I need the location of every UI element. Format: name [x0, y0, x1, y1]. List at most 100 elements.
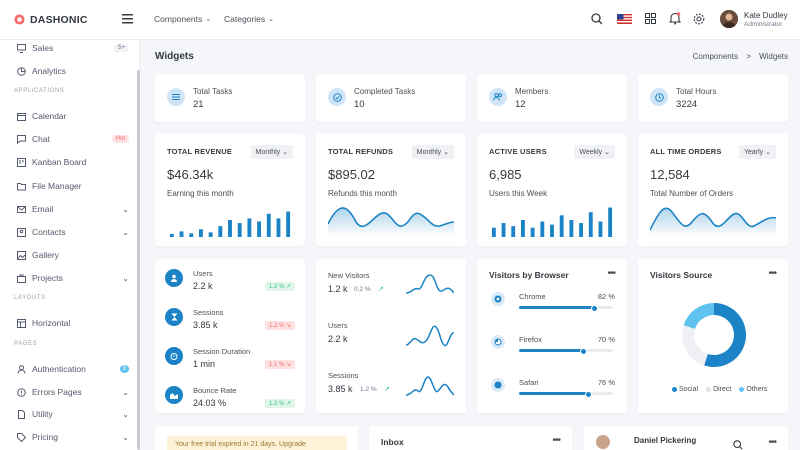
- browser-progress-fill: [519, 304, 599, 312]
- sidebar-scrollbar[interactable]: [137, 70, 140, 450]
- visitors-source-donut-chart: [682, 303, 746, 367]
- period-select[interactable]: Yearly ⌄: [738, 145, 776, 159]
- sidebar-item-projects[interactable]: Projects ⌄: [17, 273, 129, 283]
- card-subtitle: Total Number of Orders: [650, 189, 734, 198]
- bar: [189, 233, 194, 237]
- breadcrumb: Components > Widgets: [693, 52, 788, 61]
- sidebar-item-errors-pages[interactable]: Errors Pages ⌄: [17, 387, 129, 397]
- card-value: $895.02: [328, 167, 375, 182]
- sidebar-item-email[interactable]: Email ⌄: [17, 204, 129, 214]
- new-visitors-sparkline: [406, 274, 454, 294]
- sidebar-item-label: Utility: [32, 409, 53, 419]
- folder-icon: [17, 182, 26, 191]
- metric-value: 1 min: [193, 359, 216, 369]
- bar: [491, 227, 496, 237]
- sidebar-item-file-manager[interactable]: File Manager: [17, 181, 129, 191]
- breadcrumb-components[interactable]: Components: [692, 52, 738, 61]
- clock-icon: [650, 88, 668, 106]
- sidebar-item-kanban-board[interactable]: Kanban Board: [17, 157, 129, 167]
- chevron-down-icon: ⌄: [122, 273, 129, 283]
- sidebar-item-utility[interactable]: Utility ⌄: [17, 409, 129, 419]
- page-title: Widgets: [155, 51, 194, 62]
- visitors-sparklines-card: New Visitors 1.2 k 0.2 % ↗ Users 2.2 k S…: [316, 259, 466, 413]
- more-options-icon[interactable]: •••: [552, 435, 560, 446]
- apps-grid-icon[interactable]: [645, 13, 656, 24]
- stat-value: 10: [354, 99, 365, 110]
- brand-logo[interactable]: DASHONIC: [0, 14, 140, 26]
- monitor-icon: [17, 43, 26, 53]
- card-title: TOTAL REFUNDS: [328, 147, 394, 156]
- search-icon[interactable]: [733, 440, 743, 450]
- browser-progress-track: [519, 390, 613, 398]
- sidebar-item-contacts[interactable]: Contacts ⌄: [17, 227, 129, 237]
- more-options-icon[interactable]: •••: [768, 268, 776, 279]
- bar: [247, 218, 252, 237]
- notification-bell-icon[interactable]: [669, 12, 681, 25]
- arrow-down-right-icon: ↘: [285, 323, 291, 329]
- sidebar-item-analytics[interactable]: Analytics: [17, 66, 129, 76]
- sidebar-item-chat[interactable]: Chat Hot: [17, 134, 129, 144]
- categories-dropdown[interactable]: Categories ⌄: [224, 14, 274, 24]
- sidebar-item-authentication[interactable]: Authentication 9: [17, 364, 129, 374]
- stat-label: Completed Tasks: [354, 87, 416, 96]
- calendar-icon: [17, 112, 26, 121]
- users-icon: [489, 88, 507, 106]
- visitors-source-card: Visitors Source ••• Social Direct Others: [638, 259, 788, 413]
- stat-card-total-tasks: Total Tasks 21: [155, 74, 305, 122]
- sidebar-badge: 5+: [114, 44, 129, 52]
- period-select[interactable]: Weekly ⌄: [574, 145, 615, 159]
- list-icon: [167, 88, 185, 106]
- visitor-label: Sessions: [328, 371, 359, 380]
- bar: [511, 226, 516, 237]
- chevron-down-icon: ⌄: [122, 409, 129, 419]
- menu-toggle-icon[interactable]: [122, 14, 133, 24]
- period-select[interactable]: Monthly ⌄: [411, 145, 454, 159]
- summary-card-refunds: TOTAL REFUNDS Monthly ⌄ $895.02 Refunds …: [316, 134, 466, 246]
- search-icon[interactable]: [591, 13, 603, 25]
- layout-icon: [17, 318, 26, 328]
- bar: [257, 221, 262, 237]
- user-name: Kate Dudley: [744, 10, 788, 20]
- sidebar-item-sales[interactable]: Sales 5+: [17, 43, 129, 53]
- sidebar-item-calendar[interactable]: Calendar: [17, 111, 129, 121]
- bar: [266, 213, 271, 237]
- card-title: TOTAL REVENUE: [167, 147, 233, 156]
- browser-progress-track: [519, 304, 613, 312]
- card-subtitle: Refunds this month: [328, 189, 397, 198]
- metric-row-bounce-rate: Bounce Rate 24.03 % 1.2 % ↗: [165, 381, 295, 411]
- donut-legend: Social Direct Others: [672, 386, 767, 393]
- donut-slice-social: [704, 303, 746, 367]
- period-select[interactable]: Monthly ⌄: [250, 145, 293, 159]
- trial-alert: Your free trial expired in 21 days. Upgr…: [167, 436, 347, 450]
- sidebar-item-label: Kanban Board: [32, 157, 87, 167]
- metric-row-sessions: Sessions 3.85 k 1.2 % ↘: [165, 303, 295, 333]
- metric-label: Users: [193, 269, 213, 278]
- browser-progress-fill: [519, 347, 587, 355]
- sidebar-item-pricing[interactable]: Pricing ⌄: [17, 432, 129, 442]
- components-dropdown[interactable]: Components ⌄: [154, 14, 211, 24]
- card-title: ALL TIME ORDERS: [650, 147, 722, 156]
- chevron-down-icon: ⌄: [604, 149, 610, 156]
- more-options-icon[interactable]: •••: [607, 268, 615, 279]
- visitor-pct: 1.2 %: [360, 386, 377, 393]
- contacts-icon: [17, 227, 26, 237]
- sidebar-item-horizontal[interactable]: Horizontal: [17, 318, 129, 328]
- more-options-icon[interactable]: •••: [768, 437, 776, 448]
- legend-dot: [706, 386, 712, 392]
- legend-dot: [739, 386, 745, 392]
- user-menu[interactable]: Kate Dudley Administrator: [720, 10, 788, 28]
- metric-label: Session Duration: [193, 347, 251, 356]
- settings-gear-icon[interactable]: [693, 13, 705, 25]
- browser-label: Safari: [519, 378, 539, 387]
- visitor-label: Users: [328, 321, 348, 330]
- stat-card-completed-tasks: Completed Tasks 10: [316, 74, 466, 122]
- summary-card-active-users: ACTIVE USERS Weekly ⌄ 6,985 Users this W…: [477, 134, 627, 246]
- bar: [608, 207, 613, 237]
- us-flag-icon[interactable]: [617, 14, 632, 24]
- arrow-up-right-icon: ↗: [378, 286, 384, 293]
- brand-icon: [14, 14, 25, 25]
- period-value: Weekly: [579, 149, 603, 156]
- sidebar-item-label: Chat: [32, 134, 50, 144]
- trial-alert-text: Your free trial expired in 21 days. Upgr…: [175, 441, 306, 448]
- sidebar-item-gallery[interactable]: Gallery: [17, 250, 129, 260]
